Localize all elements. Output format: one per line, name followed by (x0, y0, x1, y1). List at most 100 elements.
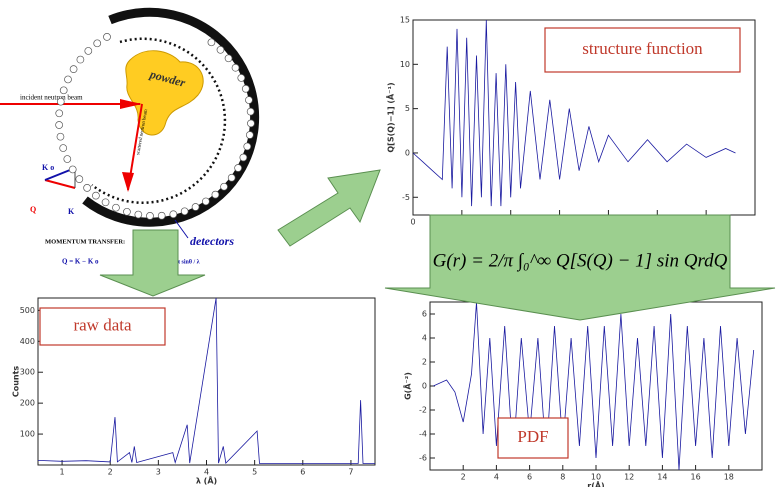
powder (125, 50, 204, 136)
annotation: PDF (517, 427, 548, 446)
detector-tube (56, 97, 65, 106)
y-axis-label: Counts (12, 366, 21, 398)
y-axis-label: Q[S(Q)−1] (Å⁻¹) (386, 82, 396, 152)
data-line (413, 20, 736, 207)
detectors-label: detectors (190, 234, 234, 248)
detector-tube (68, 165, 77, 174)
inner-ring (91, 37, 227, 204)
detector-tube (216, 45, 225, 54)
detector-tube (224, 54, 233, 63)
detector-tube (227, 173, 236, 182)
down-arrow (99, 229, 206, 297)
x-axis-label: λ (Å) (196, 476, 217, 486)
detector-tube (202, 197, 210, 206)
detector-tube (103, 33, 111, 41)
detector-tube (191, 203, 200, 211)
y-tick-label: -6 (419, 454, 427, 463)
annotation-box (544, 27, 741, 73)
x-axis-label: r(Å) (587, 481, 604, 487)
y-axis-label: G(Å⁻²) (403, 372, 413, 400)
schematic: incident neutron beam powder scattered n… (0, 7, 260, 266)
detector-ring (82, 7, 260, 227)
magnitude-eq: |Q| = 4π sinθ / λ (160, 259, 200, 265)
detector-tube (64, 75, 72, 84)
detector-tube (59, 86, 68, 95)
detector-tube (93, 39, 102, 48)
x-tick-label: 14 (657, 473, 667, 482)
y-tick-label: 4 (422, 334, 427, 343)
y-tick-label: 10 (400, 60, 410, 69)
x-tick-label: 7 (348, 468, 353, 477)
x-tick-label: 4 (204, 468, 209, 477)
y-tick-label: -4 (419, 430, 427, 439)
annotation-box (39, 307, 166, 346)
data-line (433, 302, 755, 470)
arrows: G(r) = 2/π ∫₀^∞ Q[S(Q) − 1] sin QrdQ (99, 169, 776, 321)
pointer (174, 219, 189, 239)
detector-tube (234, 164, 242, 172)
detector-tube (101, 198, 110, 207)
x-tick-label: 16 (691, 473, 701, 482)
detector-tube (112, 203, 120, 212)
detector-tube (247, 119, 255, 128)
k0-vector (44, 179, 76, 189)
detector-tube (180, 207, 189, 216)
detector-tube (169, 210, 178, 219)
y-tick-label: 300 (20, 368, 35, 377)
k0-label: K o (42, 163, 54, 172)
detector-tube (76, 55, 85, 64)
x-tick-label: 10 (591, 473, 601, 482)
y-tick-label: 6 (422, 310, 427, 319)
y-tick-label: -2 (419, 406, 427, 415)
vector-eq: Q = K − K o (62, 258, 99, 266)
detector-tube (75, 175, 84, 183)
detector-tube (59, 144, 68, 152)
detector-tube (146, 212, 154, 220)
y-tick-label: 100 (20, 430, 35, 439)
y-tick-label: 500 (20, 306, 35, 315)
detector-tube (246, 107, 255, 116)
y-tick-label: 0 (422, 382, 427, 391)
data-line (38, 298, 375, 464)
x-tick-label: 2 (108, 468, 113, 477)
detector-tube (243, 142, 252, 151)
plot-area (433, 302, 755, 470)
diagonal-arrow (277, 169, 381, 247)
x-tick-label: 0 (410, 218, 415, 227)
detector-tube (134, 210, 143, 219)
detector-tube (83, 184, 91, 192)
detector-tube (237, 74, 246, 82)
detector-tube (55, 109, 64, 118)
q-label: Q (30, 205, 36, 214)
y-tick-label: 0 (405, 148, 410, 157)
detector-tube (55, 121, 63, 129)
detector-tube (220, 182, 228, 191)
x-tick-label: 6 (300, 468, 305, 477)
detector-tube (92, 191, 100, 200)
k-label: K (68, 207, 75, 216)
plot-area (413, 20, 736, 207)
arrow-head (122, 172, 134, 192)
detector-tube (157, 211, 166, 220)
detector-tube (239, 153, 248, 162)
momentum-label: MOMENTUM TRANSFER: (45, 238, 125, 245)
annotation: structure function (582, 39, 703, 58)
detector-tube (207, 38, 216, 47)
detector-tube (211, 190, 220, 199)
x-tick-label: 8 (560, 473, 565, 482)
x-tick-label: 12 (624, 473, 634, 482)
plot-area (38, 298, 375, 464)
detector-tube (63, 155, 72, 163)
detector-tube (84, 47, 93, 55)
x-tick-label: 5 (252, 468, 257, 477)
beam-label: incident neutron beam (20, 94, 83, 102)
detector-tube (69, 65, 78, 73)
y-tick-label: 200 (20, 399, 35, 408)
x-tick-label: 18 (724, 473, 734, 482)
x-tick-label: 4 (494, 473, 499, 482)
arrow-head (120, 99, 142, 109)
y-tick-label: 400 (20, 337, 35, 346)
transform-arrow (384, 214, 776, 321)
